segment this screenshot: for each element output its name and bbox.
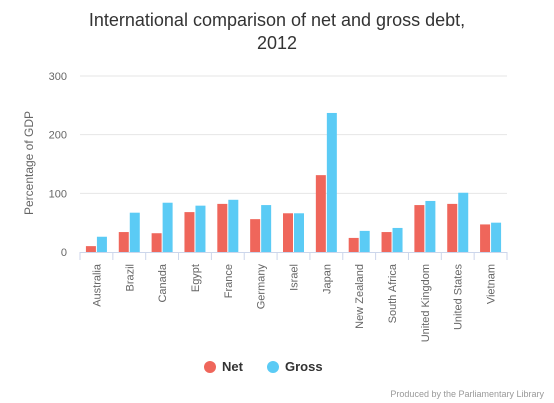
bar-gross-australia[interactable]	[96, 236, 107, 252]
legend: Net Gross	[204, 359, 323, 374]
bar-gross-egypt[interactable]	[195, 205, 206, 252]
x-tick-label: Canada	[157, 263, 169, 302]
legend-label-net[interactable]: Net	[222, 359, 244, 374]
x-tick-label: Brazil	[124, 264, 136, 292]
y-tick-label: 300	[49, 71, 67, 83]
x-tick-label: Japan	[321, 264, 333, 294]
bar-gross-brazil[interactable]	[129, 212, 140, 252]
legend-marker-gross[interactable]	[267, 361, 279, 373]
bar-net-new-zealand[interactable]	[348, 237, 359, 252]
bar-gross-new-zealand[interactable]	[359, 230, 370, 252]
chart-title-line-1: International comparison of net and gros…	[89, 10, 465, 30]
bar-net-australia[interactable]	[85, 246, 96, 252]
bar-net-france[interactable]	[217, 203, 228, 252]
bars	[85, 112, 502, 253]
credits-text: Produced by the Parliamentary Library	[390, 389, 544, 399]
bar-gross-france[interactable]	[228, 199, 239, 252]
y-tick-label: 200	[49, 130, 67, 142]
x-tick-label: United States	[453, 264, 465, 331]
bar-gross-united-kingdom[interactable]	[425, 200, 436, 252]
bar-net-egypt[interactable]	[184, 212, 195, 252]
bar-gross-vietnam[interactable]	[491, 222, 502, 252]
x-tick-label: New Zealand	[354, 264, 366, 329]
bar-net-germany[interactable]	[250, 219, 261, 252]
bar-net-israel[interactable]	[283, 213, 293, 252]
chart-title-line-2: 2012	[257, 33, 297, 53]
bar-gross-south-africa[interactable]	[392, 227, 403, 252]
grid-lines	[80, 75, 507, 194]
bar-net-vietnam[interactable]	[480, 224, 491, 252]
legend-label-gross[interactable]: Gross	[285, 359, 323, 374]
bar-gross-japan[interactable]	[326, 112, 337, 253]
bar-gross-israel[interactable]	[294, 213, 304, 252]
bar-net-japan[interactable]	[315, 175, 326, 252]
x-tick-label: Australia	[91, 263, 103, 307]
y-tick-label: 100	[49, 188, 67, 200]
axes: 0 100 200 300 Australia Brazil Canada Egypt Fran…	[49, 71, 508, 342]
bar-net-united-states[interactable]	[447, 203, 458, 252]
bar-gross-canada[interactable]	[162, 202, 173, 252]
y-axis-title: Percentage of GDP	[22, 111, 36, 215]
x-tick-label: United Kingdom	[420, 264, 432, 342]
y-tick-label: 0	[61, 247, 67, 259]
x-tick-label: France	[223, 264, 235, 298]
bar-net-united-kingdom[interactable]	[414, 205, 425, 252]
x-tick-label: Egypt	[190, 264, 202, 292]
bar-gross-united-states[interactable]	[458, 192, 469, 252]
x-tick-label: Vietnam	[486, 264, 498, 304]
bar-net-canada[interactable]	[151, 233, 162, 252]
x-tick-label: Israel	[289, 264, 301, 291]
bar-net-brazil[interactable]	[118, 232, 129, 252]
bar-gross-germany[interactable]	[261, 205, 272, 252]
x-tick-label: South Africa	[387, 263, 399, 323]
bar-net-south-africa[interactable]	[381, 232, 392, 252]
legend-marker-net[interactable]	[204, 361, 216, 373]
x-tick-label: Germany	[256, 264, 268, 310]
